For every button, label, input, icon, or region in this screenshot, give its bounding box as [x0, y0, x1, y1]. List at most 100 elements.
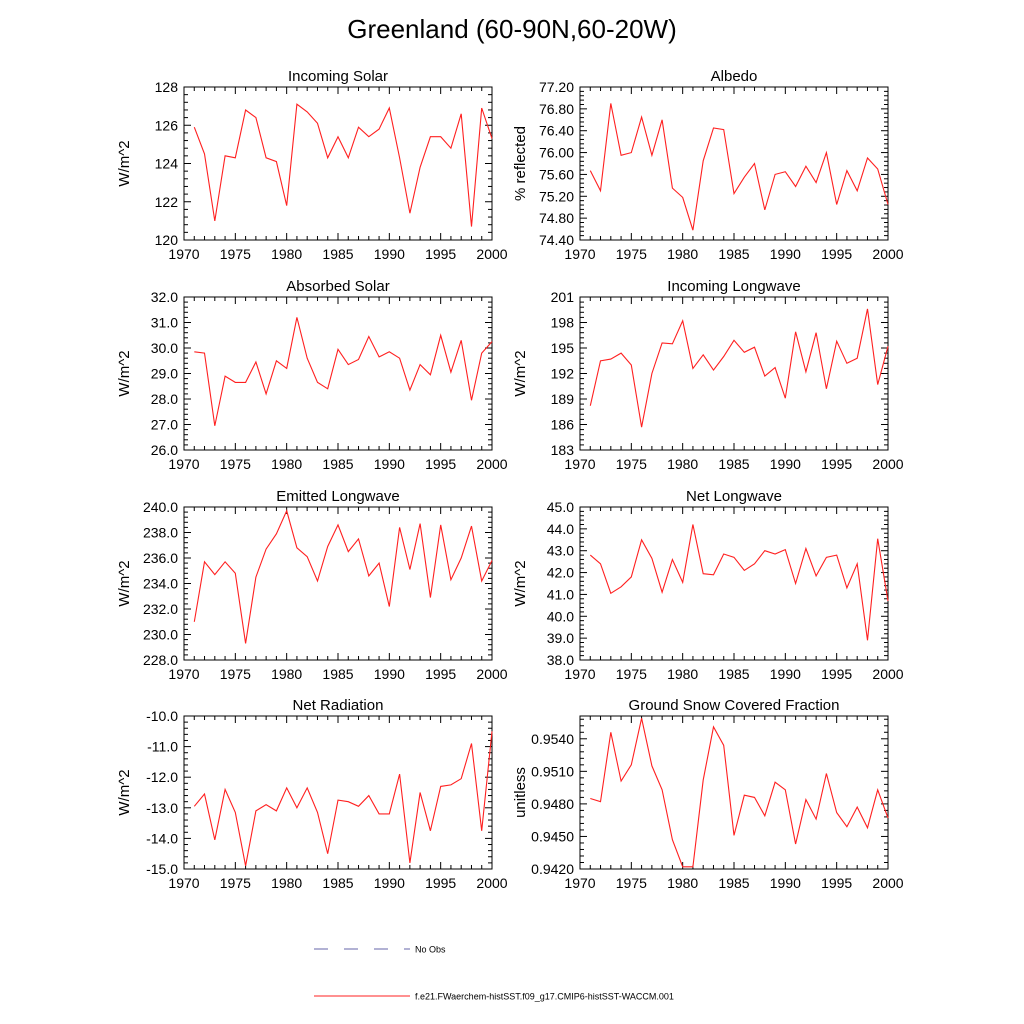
y-axis-label: unitless	[512, 767, 529, 818]
y-tick-label: 183	[551, 442, 575, 458]
y-tick-label: 195	[551, 340, 575, 356]
y-tick-label: 0.9510	[531, 763, 574, 779]
y-tick-label: 192	[551, 366, 575, 382]
y-tick-label: 0.9540	[531, 731, 574, 747]
y-tick-label: 74.80	[539, 210, 574, 226]
x-tick-label: 2000	[872, 246, 903, 262]
figure-title: Greenland (60-90N,60-20W)	[347, 14, 677, 44]
y-tick-label: 74.40	[539, 232, 574, 248]
y-tick-label: 186	[551, 417, 575, 433]
y-axis-label: W/m^2	[116, 140, 133, 186]
plot-frame	[183, 506, 493, 661]
x-tick-label: 1980	[271, 246, 302, 262]
x-tick-label: 1980	[271, 666, 302, 682]
x-tick-label: 1975	[616, 875, 647, 891]
y-axis-label: W/m^2	[116, 350, 133, 396]
x-tick-label: 1970	[168, 666, 199, 682]
y-tick-label: 44.0	[547, 521, 574, 537]
series-line	[589, 308, 889, 428]
x-tick-label: 1985	[718, 456, 749, 472]
series-line	[194, 317, 493, 426]
y-tick-label: 230.0	[143, 627, 178, 643]
x-tick-label: 2000	[872, 875, 903, 891]
y-tick-label: 0.9450	[531, 828, 574, 844]
x-tick-label: 1970	[168, 246, 199, 262]
y-tick-label: 238.0	[143, 525, 178, 541]
panel-title: Incoming Longwave	[667, 278, 800, 295]
y-tick-label: 0.9420	[531, 861, 574, 877]
x-tick-label: 1975	[220, 456, 251, 472]
x-tick-label: 1990	[374, 875, 405, 891]
x-tick-label: 1985	[718, 666, 749, 682]
x-tick-label: 1980	[667, 666, 698, 682]
x-tick-label: 1990	[374, 456, 405, 472]
y-tick-label: -12.0	[146, 769, 178, 785]
panel-title: Albedo	[711, 68, 758, 85]
y-tick-label: 122	[155, 194, 179, 210]
x-tick-label: 1985	[718, 875, 749, 891]
y-tick-label: 32.0	[151, 289, 178, 305]
x-tick-label: 1970	[168, 875, 199, 891]
plot-frame	[183, 296, 493, 451]
y-tick-label: 40.0	[547, 608, 574, 624]
x-tick-label: 1995	[425, 875, 456, 891]
y-tick-label: -11.0	[147, 739, 178, 755]
y-tick-label: 27.0	[151, 417, 178, 433]
x-tick-label: 1995	[821, 246, 852, 262]
y-tick-label: 236.0	[143, 550, 178, 566]
x-tick-label: 1995	[425, 246, 456, 262]
panel-1: 1970 1975 1980 1985 1990 1995 2000 120 122 124 126…	[116, 68, 508, 262]
x-tick-label: 1975	[616, 246, 647, 262]
panel-title: Net Radiation	[293, 697, 384, 714]
y-tick-label: 189	[551, 391, 575, 407]
panel-5: 1970 1975 1980 1985 1990 1995 2000 228.0 230.0 23…	[116, 488, 508, 682]
x-tick-label: 1990	[374, 666, 405, 682]
x-tick-label: 1990	[770, 246, 801, 262]
x-tick-label: 1985	[322, 666, 353, 682]
panel-4: 1970 1975 1980 1985 1990 1995 2000 183 186 189 192…	[512, 278, 904, 472]
x-tick-label: 1970	[564, 456, 595, 472]
y-tick-label: 0.9480	[531, 796, 574, 812]
y-tick-label: 76.40	[539, 123, 574, 139]
y-tick-label: 234.0	[143, 576, 178, 592]
series-line	[193, 509, 493, 644]
x-tick-label: 1975	[616, 666, 647, 682]
x-tick-label: 1970	[564, 666, 595, 682]
x-tick-label: 2000	[872, 666, 903, 682]
x-tick-label: 1990	[770, 456, 801, 472]
y-tick-label: 240.0	[143, 499, 178, 515]
x-tick-label: 1995	[821, 456, 852, 472]
y-tick-label: 29.0	[151, 366, 178, 382]
x-tick-label: 2000	[476, 666, 507, 682]
y-axis-label: W/m^2	[116, 769, 133, 815]
x-tick-label: 1980	[271, 456, 302, 472]
y-tick-label: 75.20	[539, 188, 574, 204]
x-tick-label: 1995	[425, 456, 456, 472]
y-tick-label: 201	[551, 289, 575, 305]
series-line	[590, 718, 889, 868]
x-tick-label: 1985	[718, 246, 749, 262]
series-line	[589, 524, 889, 641]
series-line	[193, 103, 493, 227]
panel-title: Emitted Longwave	[276, 488, 399, 505]
y-axis-label: % reflected	[512, 126, 529, 201]
y-tick-label: -14.0	[146, 830, 178, 846]
y-tick-label: -15.0	[146, 861, 178, 877]
x-tick-label: 2000	[476, 246, 507, 262]
plot-frame	[579, 296, 889, 451]
y-tick-label: 232.0	[143, 601, 178, 617]
plot-frame	[579, 506, 889, 661]
x-tick-label: 2000	[476, 456, 507, 472]
y-tick-label: 76.00	[539, 145, 574, 161]
x-tick-label: 1985	[322, 456, 353, 472]
x-tick-label: 1990	[374, 246, 405, 262]
x-tick-label: 1975	[220, 875, 251, 891]
y-tick-label: 38.0	[547, 652, 574, 668]
x-tick-label: 1980	[667, 246, 698, 262]
plot-frame	[579, 86, 889, 241]
x-tick-label: 2000	[476, 875, 507, 891]
y-tick-label: 75.60	[539, 166, 574, 182]
y-tick-label: 228.0	[143, 652, 178, 668]
x-tick-label: 1970	[168, 456, 199, 472]
y-tick-label: 26.0	[151, 442, 178, 458]
